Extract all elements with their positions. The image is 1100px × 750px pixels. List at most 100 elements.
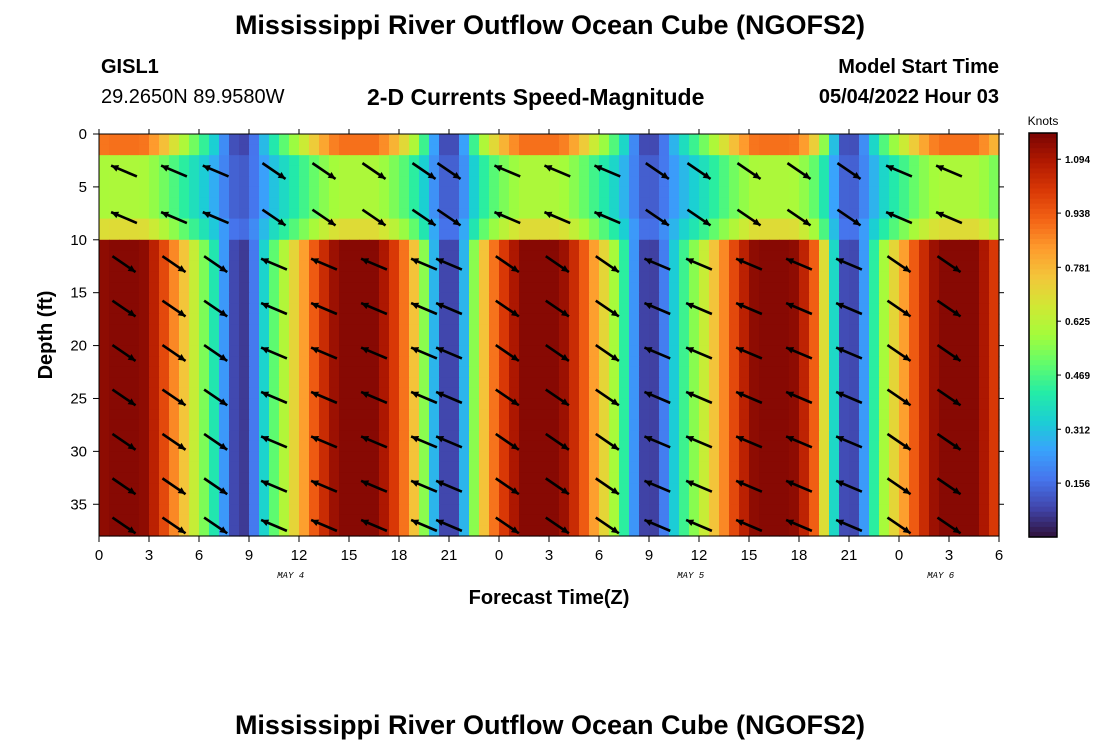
- heatmap-cell: [249, 514, 260, 527]
- heatmap-cell: [699, 303, 710, 315]
- heatmap-cell: [859, 144, 870, 156]
- heatmap-cell: [449, 208, 460, 220]
- heatmap-cell: [269, 313, 280, 326]
- heatmap-cell: [369, 483, 380, 495]
- heatmap-cell: [149, 229, 160, 241]
- heatmap-cell: [349, 387, 360, 400]
- arrow-head: [127, 309, 136, 317]
- heatmap-cell: [919, 271, 930, 283]
- heatmap-cell: [769, 461, 780, 474]
- heatmap-cell: [609, 430, 620, 442]
- current-arrow: [360, 390, 388, 405]
- heatmap-cell: [129, 313, 140, 326]
- heatmap-cell: [369, 504, 380, 516]
- heatmap-cell: [249, 366, 260, 378]
- arrow-head: [261, 391, 270, 398]
- heatmap-cell: [389, 419, 400, 431]
- heatmap-cell: [939, 409, 950, 421]
- heatmap-cell: [189, 134, 200, 146]
- heatmap-cell: [729, 303, 740, 315]
- heatmap-cell: [389, 472, 400, 484]
- current-arrow: [160, 164, 188, 178]
- heatmap-cell: [639, 134, 650, 146]
- heatmap-cell: [349, 472, 360, 484]
- heatmap-cell: [259, 197, 270, 209]
- heatmap-cell: [259, 356, 270, 368]
- heatmap-cell: [139, 144, 150, 156]
- heatmap-cell: [189, 430, 200, 442]
- heatmap-cell: [479, 398, 490, 410]
- heatmap-cell: [239, 525, 250, 537]
- heatmap-cell: [729, 472, 740, 484]
- heatmap-cell: [309, 208, 320, 220]
- current-arrow: [203, 516, 228, 535]
- heatmap-cell: [899, 165, 910, 177]
- heatmap-cell: [219, 366, 230, 378]
- heatmap-cell: [469, 271, 480, 283]
- arrow-head: [436, 435, 445, 443]
- heatmap-cell: [179, 377, 190, 389]
- arrow-head: [311, 480, 320, 487]
- heatmap-cell: [519, 292, 530, 304]
- heatmap-cell: [249, 440, 260, 452]
- heatmap-cell: [569, 430, 580, 442]
- heatmap-cell: [699, 176, 710, 188]
- heatmap-cell: [539, 144, 550, 156]
- heatmap-cell: [719, 134, 730, 146]
- current-arrow: [436, 162, 462, 181]
- heatmap-cell: [649, 430, 660, 442]
- heatmap-cell: [869, 134, 880, 146]
- heatmap-cell: [729, 525, 740, 537]
- heatmap-cell: [389, 345, 400, 357]
- heatmap-cell: [859, 377, 870, 389]
- heatmap-cell: [689, 387, 700, 400]
- heatmap-cell: [369, 409, 380, 421]
- heatmap-cell: [289, 472, 300, 484]
- heatmap-cell: [309, 324, 320, 336]
- heatmap-cell: [209, 493, 220, 505]
- heatmap-cell: [529, 504, 540, 516]
- heatmap-cell: [169, 250, 180, 262]
- heatmap-cell: [449, 377, 460, 389]
- heatmap-cell: [369, 345, 380, 357]
- heatmap-cell: [649, 419, 660, 431]
- current-arrow: [310, 435, 338, 449]
- heatmap-cell: [639, 419, 650, 431]
- heatmap-cell: [239, 366, 250, 378]
- heatmap-cell: [839, 197, 850, 209]
- heatmap-cell: [619, 440, 630, 452]
- heatmap-cell: [129, 271, 140, 283]
- current-arrow: [161, 255, 187, 274]
- heatmap-cell: [529, 250, 540, 262]
- heatmap-cell: [969, 229, 980, 241]
- heatmap-cell: [509, 377, 520, 389]
- heatmap-cell: [119, 514, 130, 527]
- heatmap-cell: [339, 324, 350, 336]
- heatmap-cell: [899, 514, 910, 527]
- heatmap-cell: [709, 366, 720, 378]
- heatmap-cell: [759, 313, 770, 326]
- heatmap-cell: [669, 419, 680, 431]
- heatmap-cell: [559, 461, 570, 474]
- colorbar-tick-label: 1.094: [1065, 155, 1090, 166]
- heatmap-cell: [949, 208, 960, 220]
- heatmap-cell: [259, 313, 270, 326]
- heatmap-cell: [519, 504, 530, 516]
- heatmap-cell: [689, 377, 700, 389]
- heatmap-cell: [419, 271, 430, 283]
- heatmap-cell: [959, 250, 970, 262]
- heatmap-cell: [559, 218, 570, 230]
- heatmap-cell: [839, 260, 850, 273]
- heatmap-cell: [579, 345, 590, 357]
- arrow-head: [902, 353, 911, 361]
- heatmap-cell: [489, 176, 500, 188]
- heatmap-cell: [529, 324, 540, 336]
- heatmap-cell: [759, 440, 770, 452]
- heatmap-cell: [159, 155, 170, 167]
- heatmap-cell: [279, 292, 290, 304]
- heatmap-cell: [579, 260, 590, 273]
- current-arrow: [310, 257, 338, 271]
- heatmap-cell: [219, 451, 230, 463]
- heatmap-cell: [719, 335, 730, 347]
- heatmap-cell: [529, 239, 540, 251]
